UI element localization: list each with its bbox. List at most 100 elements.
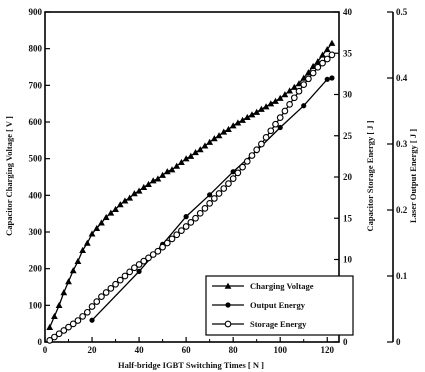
laser-tick-label: 0.4 [396, 73, 408, 83]
data-point-storage-energy [112, 280, 119, 288]
data-point-charging-voltage [178, 158, 185, 166]
data-point-output-energy [183, 214, 189, 220]
data-point-charging-voltage [225, 125, 232, 133]
storage-tick-label: 30 [343, 90, 353, 100]
data-point-storage-energy [131, 264, 138, 272]
data-point-charging-voltage [88, 230, 96, 237]
data-point-storage-energy [295, 87, 303, 95]
data-point-storage-energy [116, 276, 124, 284]
data-point-charging-voltage [163, 168, 171, 175]
left-tick-label: 700 [29, 80, 43, 90]
legend-label: Output Energy [250, 300, 306, 310]
y-axis-label-right-laser: Laser Output Energy [ J ] [408, 129, 418, 223]
data-point-storage-energy [154, 247, 162, 255]
data-point-storage-energy [178, 227, 185, 234]
left-tick-label: 100 [29, 300, 43, 310]
data-point-storage-energy [300, 81, 308, 88]
data-point-storage-energy [88, 303, 96, 310]
x-tick-label: 20 [88, 345, 98, 355]
data-point-charging-voltage [93, 224, 101, 232]
data-point-charging-voltage [290, 83, 298, 90]
data-point-storage-energy [248, 152, 256, 159]
legend-marker [225, 302, 231, 308]
x-tick-label: 40 [135, 345, 145, 355]
data-point-storage-energy [107, 285, 115, 292]
x-tick-label: 120 [320, 345, 334, 355]
data-point-charging-voltage [149, 177, 157, 184]
data-point-charging-voltage [257, 105, 265, 112]
storage-tick-label: 20 [343, 172, 353, 182]
data-point-storage-energy [149, 251, 157, 258]
data-point-storage-energy [93, 298, 101, 305]
series-group [46, 39, 336, 344]
data-point-storage-energy [83, 308, 91, 316]
axes-group: 0 20 40 60 80 100 1200100200300400500600700800… [29, 7, 408, 355]
data-point-charging-voltage [286, 87, 294, 94]
data-point-charging-voltage [130, 190, 138, 197]
data-point-storage-energy [328, 51, 336, 59]
data-point-storage-energy [145, 254, 152, 262]
storage-tick-label: 0 [343, 337, 348, 347]
data-point-charging-voltage [145, 180, 152, 188]
data-point-charging-voltage [182, 155, 190, 162]
x-tick-label: 60 [182, 345, 192, 355]
data-point-charging-voltage [196, 146, 204, 153]
data-point-charging-voltage [243, 113, 251, 120]
data-point-charging-voltage [220, 128, 228, 135]
data-point-charging-voltage [98, 219, 105, 226]
data-point-storage-energy [121, 272, 129, 280]
left-tick-label: 900 [29, 7, 43, 17]
legend-entry-storage-energy: Storage Energy [212, 319, 307, 329]
data-point-storage-energy [220, 185, 228, 192]
data-point-storage-energy [234, 169, 242, 177]
storage-tick-label: 35 [343, 48, 353, 58]
legend-label: Charging Voltage [250, 281, 314, 291]
legend-marker [224, 320, 232, 328]
data-point-storage-energy [272, 120, 279, 128]
data-point-charging-voltage [281, 91, 289, 98]
data-point-output-energy [230, 169, 236, 175]
data-point-storage-energy [258, 140, 265, 148]
legend: Charging Voltage Output Energy Storage Ene… [205, 275, 354, 336]
data-point-charging-voltage [248, 111, 256, 118]
data-point-storage-energy [65, 323, 72, 331]
left-tick-label: 600 [29, 117, 43, 127]
storage-tick-label: 40 [343, 7, 353, 17]
series-charging-voltage [46, 39, 336, 331]
data-point-storage-energy [173, 231, 181, 239]
data-point-storage-energy [79, 313, 86, 320]
data-point-storage-energy [215, 190, 223, 197]
data-point-storage-energy [74, 317, 82, 324]
data-point-charging-voltage [112, 205, 119, 212]
data-point-storage-energy [281, 107, 289, 115]
x-tick-label: 100 [273, 345, 287, 355]
data-point-charging-voltage [234, 119, 242, 126]
data-point-charging-voltage [253, 108, 261, 115]
data-point-charging-voltage [272, 97, 279, 104]
data-point-storage-energy [253, 146, 261, 154]
data-point-storage-energy [305, 75, 312, 83]
data-point-storage-energy [319, 59, 326, 67]
data-point-storage-energy [309, 69, 317, 77]
data-point-charging-voltage [187, 152, 195, 159]
data-point-charging-voltage [267, 100, 275, 107]
data-point-charging-voltage [215, 132, 223, 139]
data-point-storage-energy [276, 114, 284, 121]
laser-tick-label: 0.3 [396, 139, 408, 149]
data-point-output-energy [301, 103, 307, 109]
data-point-storage-energy [225, 180, 232, 187]
data-point-charging-voltage [79, 246, 87, 254]
data-point-charging-voltage [107, 209, 115, 216]
data-point-charging-voltage [328, 39, 336, 46]
x-tick-label: 80 [229, 345, 239, 355]
data-point-storage-energy [51, 333, 58, 341]
data-point-storage-energy [159, 243, 166, 251]
data-point-storage-energy [239, 163, 246, 171]
data-point-charging-voltage [102, 213, 110, 221]
data-point-storage-energy [60, 327, 68, 334]
laser-tick-label: 0.2 [396, 205, 408, 215]
data-point-charging-voltage [65, 278, 72, 285]
data-point-charging-voltage [154, 175, 162, 182]
data-point-storage-energy [46, 337, 54, 344]
